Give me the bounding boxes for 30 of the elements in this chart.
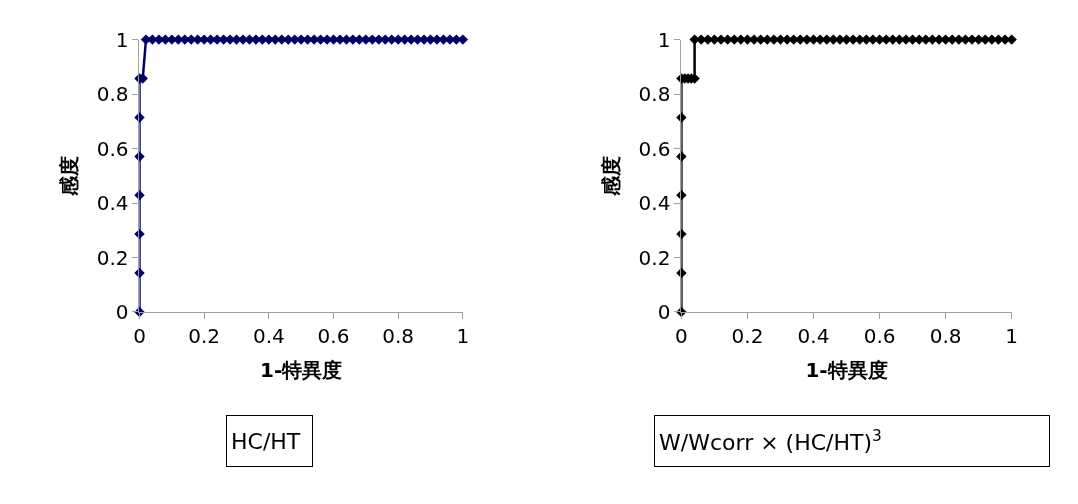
x-tick-label: 0 [133, 324, 146, 348]
x-tick-label: 0.2 [188, 324, 221, 348]
y-tick-label: 0.6 [96, 136, 129, 161]
x-tick-label: 0.6 [317, 324, 350, 348]
y-tick-label: 0.4 [638, 191, 671, 216]
x-tick-label: 0.4 [252, 324, 285, 348]
y-tick-label: 0.2 [638, 245, 671, 270]
x-tick-label: 1 [1005, 324, 1019, 348]
text: W/Wcorr × (HC/HT)$^{3}$ [659, 426, 882, 456]
x-axis-title: 1-特異度 [260, 357, 343, 382]
y-tick-label: 0.8 [96, 82, 129, 107]
x-axis-title: 1-特異度 [805, 357, 888, 382]
y-tick-label: 0.4 [96, 191, 129, 216]
y-tick-label: 1 [657, 27, 671, 52]
y-axis-title: 感度 [57, 155, 82, 197]
y-axis-title: 感度 [599, 155, 624, 197]
x-tick-label: 0.4 [797, 324, 830, 348]
text: HC/HT [231, 428, 301, 454]
y-tick-label: 0 [115, 300, 129, 324]
y-tick-label: 0.2 [96, 245, 129, 270]
y-tick-label: 0.6 [638, 136, 671, 161]
y-tick-label: 0 [657, 300, 671, 324]
x-tick-label: 0.6 [863, 324, 896, 348]
x-tick-label: 1 [456, 324, 470, 348]
x-tick-label: 0.8 [382, 324, 415, 348]
x-tick-label: 0.2 [731, 324, 764, 348]
x-tick-label: 0.8 [929, 324, 962, 348]
x-tick-label: 0 [675, 324, 688, 348]
y-tick-label: 0.8 [638, 82, 671, 107]
y-tick-label: 1 [115, 27, 129, 52]
